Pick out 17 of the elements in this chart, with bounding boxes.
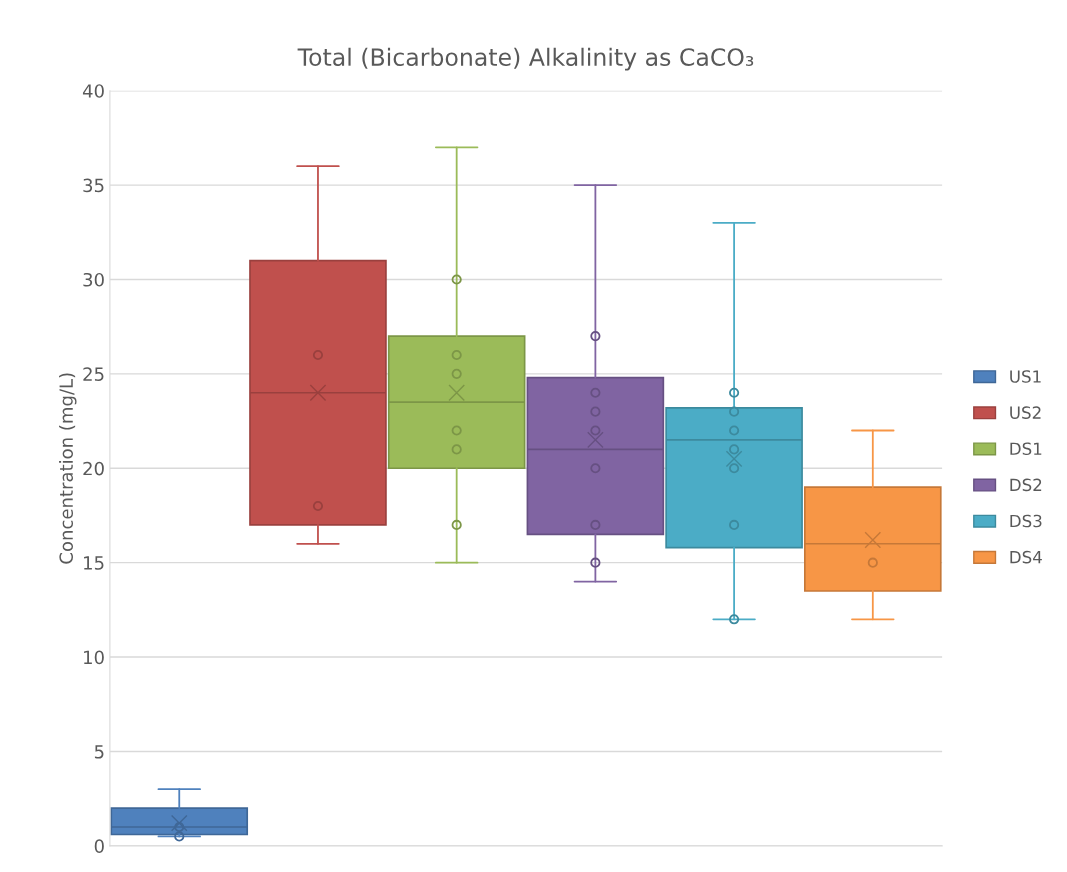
legend-label: DS4 [1010,550,1042,564]
y-axis-title: Concentration (mg/L) [59,373,77,564]
legend-label: US1 [1010,370,1041,383]
legend-label: US2 [1010,406,1041,419]
y-tick-label: 35 [83,178,104,193]
legend-label: DS3 [1010,514,1042,528]
y-tick-label: 0 [94,839,104,853]
y-tick-label: 40 [82,84,104,98]
y-tick-label: 10 [84,650,104,665]
y-tick-label: 20 [83,461,104,476]
chart-title: Total (Bicarbonate) Alkalinity as CaCO₃ [297,47,754,71]
y-tick-label: 15 [84,556,104,570]
y-tick-label: 25 [83,367,104,381]
legend-label: DS2 [1010,478,1042,492]
legend-label: DS1 [1010,442,1042,456]
y-tick-label: 5 [94,745,104,759]
y-tick-label: 30 [83,272,104,287]
